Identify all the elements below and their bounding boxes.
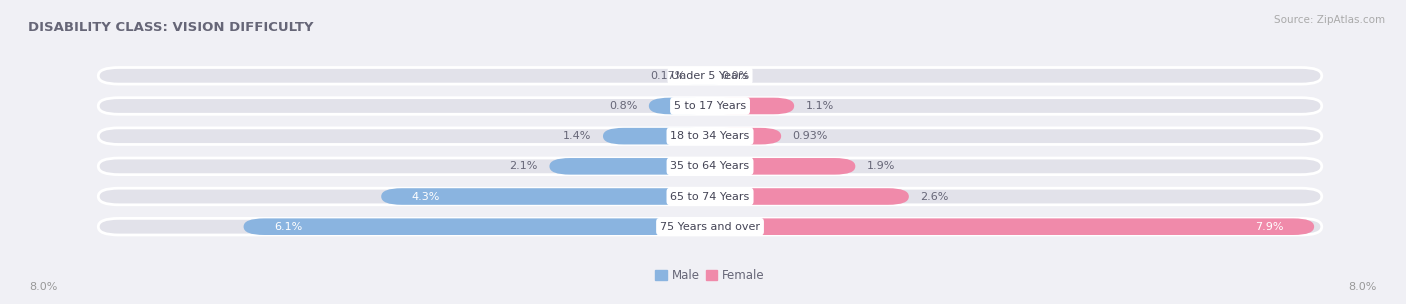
FancyBboxPatch shape <box>98 158 1322 174</box>
FancyBboxPatch shape <box>98 67 1322 84</box>
Text: 5 to 17 Years: 5 to 17 Years <box>673 101 747 111</box>
Text: 0.0%: 0.0% <box>721 71 749 81</box>
Text: DISABILITY CLASS: VISION DIFFICULTY: DISABILITY CLASS: VISION DIFFICULTY <box>28 21 314 34</box>
Text: 65 to 74 Years: 65 to 74 Years <box>671 192 749 202</box>
Text: 7.9%: 7.9% <box>1256 222 1284 232</box>
FancyBboxPatch shape <box>603 128 710 144</box>
FancyBboxPatch shape <box>710 188 908 205</box>
FancyBboxPatch shape <box>710 128 782 144</box>
Text: 0.17%: 0.17% <box>650 71 686 81</box>
FancyBboxPatch shape <box>98 188 1322 205</box>
FancyBboxPatch shape <box>98 218 1322 235</box>
Text: 18 to 34 Years: 18 to 34 Years <box>671 131 749 141</box>
Text: 8.0%: 8.0% <box>1348 282 1376 292</box>
FancyBboxPatch shape <box>98 128 1322 144</box>
FancyBboxPatch shape <box>710 218 1315 235</box>
Text: 35 to 64 Years: 35 to 64 Years <box>671 161 749 171</box>
Text: 2.1%: 2.1% <box>509 161 538 171</box>
Text: 4.3%: 4.3% <box>412 192 440 202</box>
Text: 1.9%: 1.9% <box>866 161 896 171</box>
Text: Source: ZipAtlas.com: Source: ZipAtlas.com <box>1274 15 1385 25</box>
Text: 2.6%: 2.6% <box>921 192 949 202</box>
FancyBboxPatch shape <box>710 158 855 174</box>
Text: 1.4%: 1.4% <box>564 131 592 141</box>
Text: 1.1%: 1.1% <box>806 101 834 111</box>
Text: Under 5 Years: Under 5 Years <box>672 71 748 81</box>
FancyBboxPatch shape <box>381 188 710 205</box>
FancyBboxPatch shape <box>710 98 794 114</box>
FancyBboxPatch shape <box>98 98 1322 114</box>
FancyBboxPatch shape <box>689 67 717 84</box>
Text: 6.1%: 6.1% <box>274 222 302 232</box>
Legend: Male, Female: Male, Female <box>651 264 769 287</box>
Text: 0.8%: 0.8% <box>609 101 637 111</box>
FancyBboxPatch shape <box>550 158 710 174</box>
FancyBboxPatch shape <box>243 218 710 235</box>
Text: 0.93%: 0.93% <box>793 131 828 141</box>
Text: 75 Years and over: 75 Years and over <box>659 222 761 232</box>
Text: 8.0%: 8.0% <box>30 282 58 292</box>
FancyBboxPatch shape <box>648 98 710 114</box>
